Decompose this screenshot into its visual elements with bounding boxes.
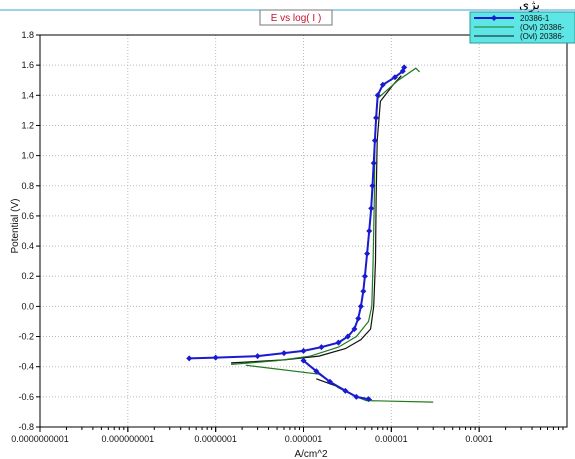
- legend-label-2: (Ovl) 20386-: [520, 32, 565, 41]
- chart-title: E vs log( I ): [271, 13, 322, 24]
- y-tick-label-2: -0.4: [18, 362, 34, 372]
- series-0-anodic-point-9: [355, 315, 362, 322]
- y-tick-label-7: 0.6: [21, 211, 34, 221]
- series-0-cathodic-point-2: [326, 378, 333, 385]
- y-tick-label-5: 0.2: [21, 271, 34, 281]
- series-0-anodic-point-15: [368, 205, 375, 212]
- x-tick-label-1: 0.000000001: [102, 434, 155, 444]
- series-0-anodic-point-6: [335, 339, 342, 346]
- series-0-anodic-point-12: [361, 273, 368, 280]
- series-1-cathodic-line: [245, 364, 434, 403]
- series-0: [186, 64, 408, 403]
- series-0-anodic-point-17: [370, 160, 377, 167]
- series-0-anodic-point-14: [366, 228, 373, 234]
- series-0-cathodic-point-3: [342, 387, 349, 394]
- series-0-anodic-point-22: [391, 74, 398, 81]
- series-layer: [186, 64, 434, 403]
- grid: [39, 34, 567, 428]
- series-0-anodic-point-18: [371, 137, 378, 144]
- series-0-anodic-point-21: [379, 81, 386, 88]
- series-0-anodic-point-1: [212, 354, 219, 361]
- x-tick-label-3: 0.000001: [285, 434, 323, 444]
- legend-marker-0: [491, 15, 497, 21]
- series-0-anodic-point-7: [344, 333, 351, 340]
- y-tick-label-1: -0.6: [18, 392, 34, 402]
- x-axis-title: A/cm^2: [294, 449, 327, 459]
- series-0-anodic-point-8: [351, 326, 358, 332]
- y-tick-label-8: 0.8: [21, 181, 34, 191]
- y-tick-label-10: 1.2: [21, 120, 34, 130]
- legend-label-0: 20386-1: [520, 14, 550, 23]
- series-0-anodic-point-0: [186, 355, 193, 362]
- x-axis-ticks: 0.0000000001 0.000000001 0.0000001 0.000001…: [11, 427, 564, 444]
- y-tick-label-13: 1.8: [21, 30, 34, 40]
- x-tick-label-4: 0.00001: [375, 434, 408, 444]
- series-0-anodic-point-24: [401, 64, 408, 71]
- series-0-cathodic-point-4: [353, 393, 360, 400]
- chart-title-box: E vs log( I ): [259, 9, 333, 26]
- x-tick-label-2: 0.0000001: [194, 434, 237, 444]
- series-0-cathodic-point-1: [313, 368, 320, 375]
- legend-label-1: (Ovl) 20386-: [520, 23, 565, 32]
- header-glyph: پژی: [519, 0, 540, 13]
- y-tick-label-6: 0.4: [21, 241, 34, 251]
- series-0-anodic-point-13: [364, 250, 371, 257]
- series-0-anodic-point-10: [357, 303, 364, 310]
- y-axis-ticks: -0.8 -0.6 -0.4 -0.2 0.0 0.2 0.4 0.6 0.8 1.0 1.2 1.4…: [18, 30, 40, 432]
- series-0-anodic-point-5: [318, 344, 325, 351]
- series-0-anodic-point-4: [300, 347, 307, 354]
- series-0-anodic-point-3: [281, 350, 288, 357]
- series-0-cathodic-point-5: [365, 396, 372, 403]
- y-tick-label-12: 1.6: [21, 60, 34, 70]
- series-0-anodic-point-20: [374, 92, 381, 99]
- y-tick-label-9: 1.0: [21, 151, 34, 161]
- series-2-anodic-line: [231, 75, 402, 364]
- y-tick-label-4: 0.0: [21, 301, 34, 311]
- y-tick-label-3: -0.2: [18, 332, 34, 342]
- x-tick-label-5: 0.0001: [465, 434, 493, 444]
- y-axis-title: Potential (V): [10, 198, 21, 253]
- y-tick-label-0: -0.8: [18, 422, 34, 432]
- series-1-anodic-line: [231, 67, 421, 365]
- series-0-anodic-point-16: [369, 182, 376, 189]
- x-tick-label-0: 0.0000000001: [11, 434, 69, 444]
- y-tick-label-11: 1.4: [21, 90, 34, 100]
- series-0-anodic-point-19: [373, 114, 380, 121]
- legend: 20386-1(Ovl) 20386-(Ovl) 20386-: [469, 11, 575, 44]
- series-0-cathodic-point-0: [300, 357, 307, 364]
- series-0-anodic-point-2: [254, 353, 261, 360]
- series-0-anodic-point-11: [360, 288, 367, 295]
